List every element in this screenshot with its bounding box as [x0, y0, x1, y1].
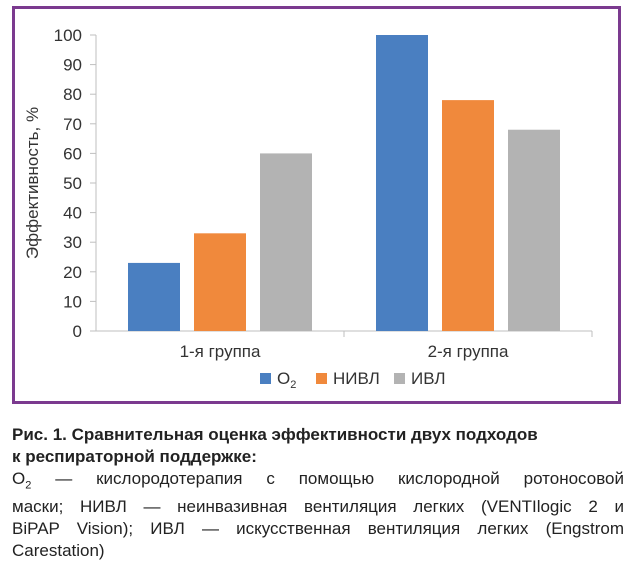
caption-title-line-1: Рис. 1. Сравнительная оценка эффективнос…: [12, 425, 538, 444]
bar: [194, 233, 246, 331]
y-tick-label: 60: [63, 144, 82, 163]
caption-line-3: BiPAP Vision); ИВЛ — искусственная венти…: [12, 519, 624, 539]
y-tick-label: 0: [73, 322, 82, 341]
caption-o2-subscript: 2: [25, 479, 32, 492]
y-tick-label: 10: [63, 292, 82, 311]
bar: [128, 262, 180, 331]
y-tick-label: 20: [63, 263, 82, 282]
legend-label: ИВЛ: [411, 369, 446, 388]
caption-line-1: O2 — кислородотерапия с помощью кислород…: [12, 468, 624, 496]
figure-caption: Рис. 1. Сравнительная оценка эффективнос…: [12, 424, 624, 562]
chart-frame: [12, 6, 621, 404]
caption-title-line-2: к респираторной поддержке:: [12, 447, 257, 466]
y-axis-title: Эффективность, %: [23, 107, 42, 259]
x-tick-label: 2-я группа: [428, 342, 509, 361]
y-tick-label: 100: [54, 26, 82, 45]
y-tick-label: 70: [63, 115, 82, 134]
bar: [508, 129, 560, 331]
y-tick-label: 50: [63, 174, 82, 193]
caption-line-1-text: — кислородотерапия с помощью кислородной…: [31, 469, 624, 488]
caption-line-2: маски; НИВЛ — неинвазивная вентиляция ле…: [12, 497, 624, 517]
legend-swatch: [316, 373, 327, 384]
x-tick-label: 1-я группа: [180, 342, 261, 361]
bar: [442, 100, 494, 332]
bar-chart: 0 10 20 30 40 50 60 70 80 90 100 Эффективность, % 1-…: [23, 26, 593, 391]
y-tick-label: 30: [63, 233, 82, 252]
y-tick-label: 90: [63, 56, 82, 75]
legend-label: O2: [277, 369, 296, 391]
legend-label: НИВЛ: [333, 369, 380, 388]
bar: [260, 153, 312, 331]
y-tick-label: 80: [63, 85, 82, 104]
y-tick-label: 40: [63, 204, 82, 223]
legend-label-subscript: 2: [290, 379, 296, 391]
bar: [376, 35, 428, 331]
legend-swatch: [394, 373, 405, 384]
caption-line-4: Carestation): [12, 541, 105, 561]
legend-swatch: [260, 373, 271, 384]
caption-o2-symbol: O: [12, 469, 26, 488]
